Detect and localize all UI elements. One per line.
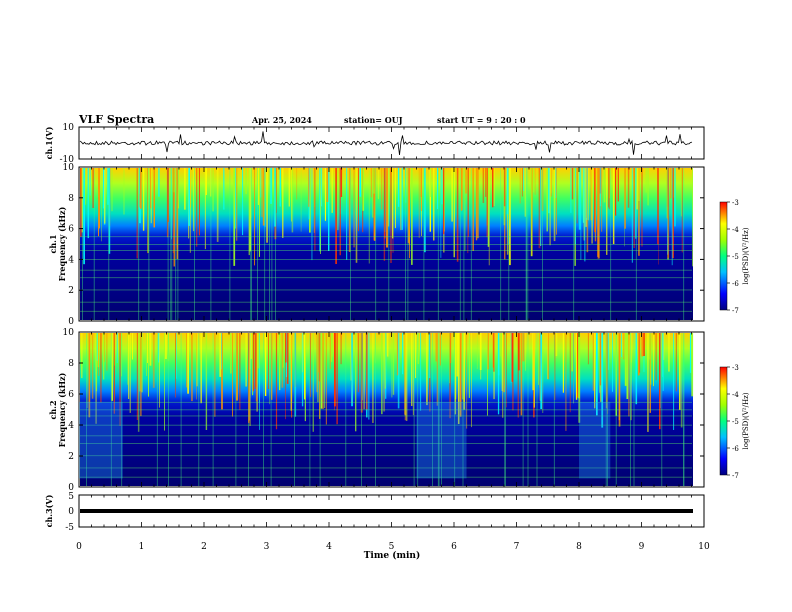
spec-ytick-label: 0	[68, 483, 74, 493]
colorbar-tick-label: -6	[732, 445, 739, 453]
spec-ytick-label: 8	[68, 194, 74, 204]
spec-ytick-label: 10	[63, 163, 75, 173]
ch2-spec-ylabel-freq: Frequency (kHz)	[57, 372, 67, 447]
colorbar-tick-label: -3	[732, 199, 739, 207]
spec-ytick-label: 2	[68, 452, 74, 462]
ch2-colorbar	[719, 366, 728, 476]
x-tick-label: 3	[264, 542, 270, 552]
spec-ytick-label: 0	[68, 317, 74, 327]
colorbar-tick-label: -7	[732, 307, 739, 315]
x-tick-label: 6	[451, 542, 457, 552]
station-label: station= OUJ	[344, 115, 403, 125]
x-tick-label: 4	[326, 542, 332, 552]
ch1-waveform-line	[79, 131, 693, 156]
colorbar-tick-label: -4	[732, 226, 739, 234]
ch3-ytick-mid: 0	[68, 507, 74, 517]
x-tick-label: 5	[389, 542, 395, 552]
colorbar-tick-label: -6	[732, 280, 739, 288]
colorbar-tick-label: -3	[732, 364, 739, 372]
ch1-spec-ylabel-freq: Frequency (kHz)	[57, 206, 67, 281]
ch1-spectrogram-streaks	[80, 168, 693, 320]
x-tick-label: 0	[76, 542, 82, 552]
ch1-spec-ylabel-ch: ch.1	[48, 234, 58, 253]
spec-ytick-label: 4	[68, 255, 74, 265]
x-axis-label: Time (min)	[364, 550, 421, 561]
ch1-colorbar-label: log(PSD)(V²/Hz)	[742, 227, 750, 284]
spec-ytick-label: 10	[63, 328, 75, 338]
spec-ytick-label: 8	[68, 359, 74, 369]
date-label: Apr. 25, 2024	[251, 115, 312, 125]
ch3-ytick-bottom: -5	[65, 523, 74, 533]
x-tick-label: 9	[639, 542, 645, 552]
ch3-ytick-top: 5	[68, 492, 74, 502]
ch2-spectrogram-streaks	[79, 333, 694, 486]
ch1-colorbar	[719, 201, 728, 311]
ch1-ytick-top: 10	[63, 123, 75, 133]
colorbar-tick-label: -5	[732, 418, 739, 426]
x-tick-label: 1	[139, 542, 145, 552]
colorbar-tick-label: -5	[732, 253, 739, 261]
ch2-spec-ylabel-ch: ch.2	[48, 400, 58, 419]
ch1-volt-ylabel: ch.1(V)	[44, 126, 54, 159]
ch3-volt-ylabel: ch.3(V)	[44, 494, 54, 527]
x-tick-label: 10	[698, 542, 710, 552]
spec-ytick-label: 6	[68, 225, 74, 235]
ch1-waveform-panel: 10 -10 ch.1(V)	[44, 123, 705, 165]
start-time-label: start UT = 9 : 20 : 0	[437, 115, 526, 125]
ch3-waveform-panel: 5 0 -5 ch.3(V)	[44, 492, 705, 533]
x-tick-label: 8	[576, 542, 582, 552]
colorbar-tick-label: -7	[732, 472, 739, 480]
x-tick-label: 2	[201, 542, 207, 552]
figure-title: VLF Spectra	[78, 113, 154, 126]
ch3-waveform-line	[80, 509, 693, 513]
spec-ytick-label: 2	[68, 286, 74, 296]
ch2-colorbar-label: log(PSD)(V²/Hz)	[742, 392, 750, 449]
spec-ytick-label: 4	[68, 421, 74, 431]
x-tick-label: 7	[514, 542, 520, 552]
ch1-ytick-bottom: -10	[60, 155, 75, 165]
spec-ytick-label: 6	[68, 390, 74, 400]
colorbar-tick-label: -4	[732, 391, 739, 399]
